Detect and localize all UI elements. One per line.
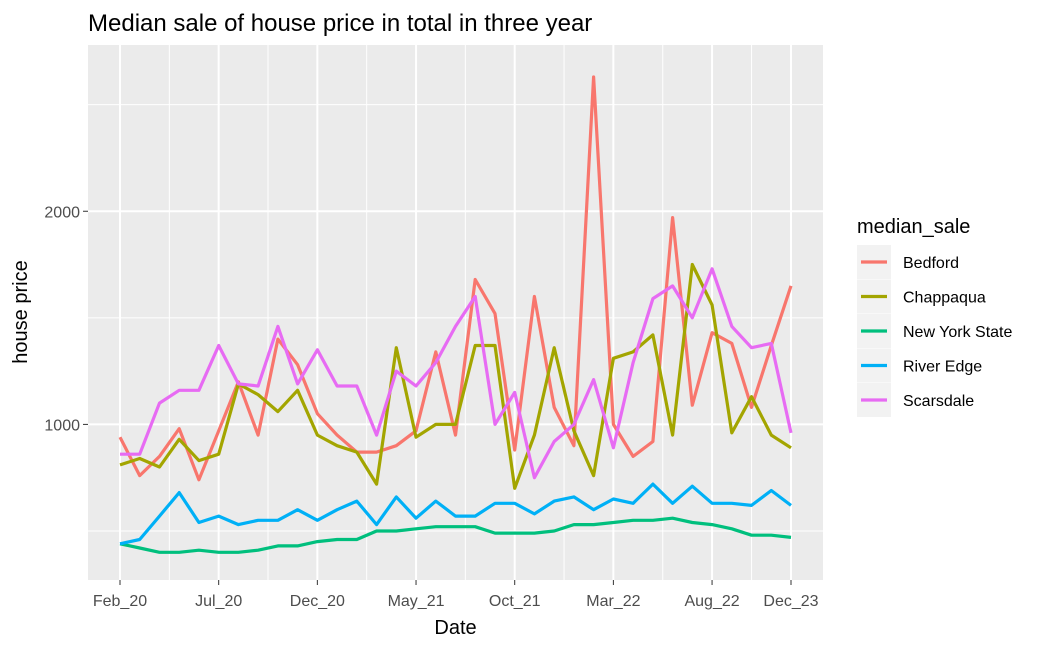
series-lines <box>118 75 793 554</box>
y-axis: 1000 2000 <box>44 204 88 434</box>
x-axis-title: Date <box>434 617 476 639</box>
legend: Bedford Chappaqua New York State River Edge… <box>857 245 1013 417</box>
x-tick-label: Aug_22 <box>684 593 739 610</box>
y-tick-label: 1000 <box>44 417 80 434</box>
series-line-bedford <box>118 75 793 482</box>
series-line-scarsdale <box>120 267 793 480</box>
legend-item: Scarsdale <box>857 383 974 417</box>
y-axis-title: house price <box>10 260 32 363</box>
legend-item: Chappaqua <box>857 279 986 314</box>
legend-label: Bedford <box>903 255 959 272</box>
legend-label: River Edge <box>903 359 982 376</box>
minor-gridlines <box>88 45 823 580</box>
legend-item: River Edge <box>857 348 982 383</box>
series-line-river-edge <box>119 482 792 546</box>
legend-title: median_sale <box>857 216 970 238</box>
y-tick-label: 2000 <box>44 204 80 221</box>
x-tick-label: Mar_22 <box>586 593 640 610</box>
legend-item: Bedford <box>857 245 959 279</box>
chart-title: Median sale of house price in total in t… <box>88 10 592 37</box>
legend-label: New York State <box>903 324 1013 341</box>
series-line-chappaqua <box>119 262 792 490</box>
series-line-new-york-state <box>119 516 792 554</box>
x-tick-label: Dec_20 <box>290 593 345 610</box>
legend-label: Scarsdale <box>903 393 974 410</box>
x-tick-label: May_21 <box>388 593 445 610</box>
x-tick-label: Dec_23 <box>763 593 818 610</box>
x-tick-label: Oct_21 <box>489 593 541 610</box>
plot-panel <box>88 45 823 580</box>
x-axis: Feb_20 Jul_20 Dec_20 May_21 Oct_21 Mar_22 Aug_… <box>93 580 819 610</box>
x-tick-label: Feb_20 <box>93 593 147 610</box>
legend-label: Chappaqua <box>903 290 986 307</box>
legend-item: New York State <box>857 314 1013 348</box>
x-tick-label: Jul_20 <box>195 593 242 610</box>
